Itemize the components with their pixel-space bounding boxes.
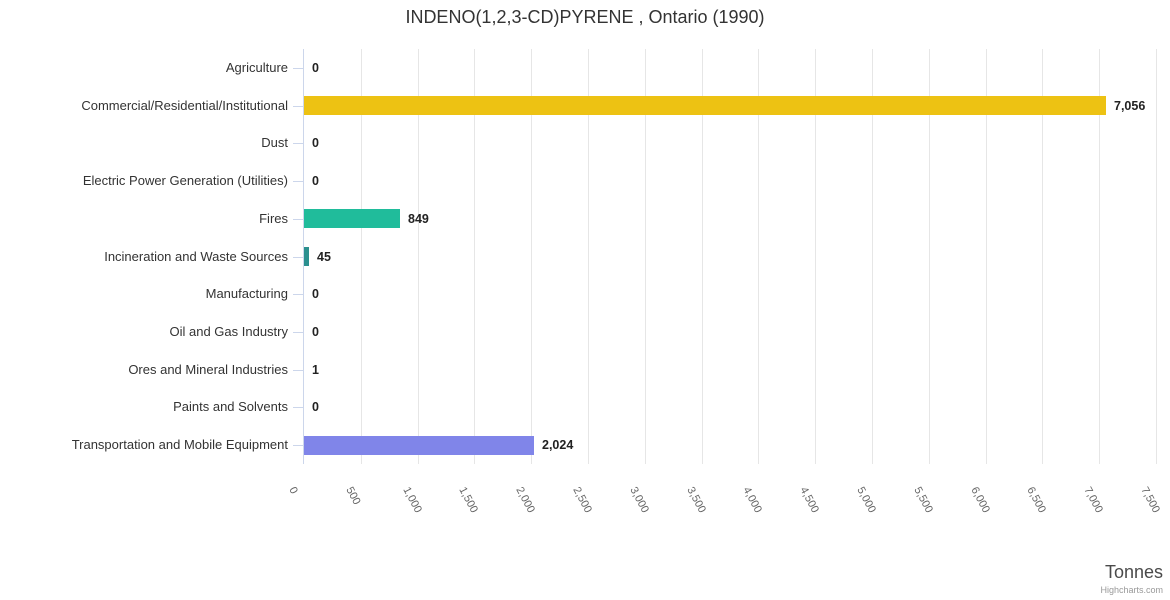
x-axis-tick-label: 3,000 <box>627 485 651 515</box>
x-axis-tick-label: 3,500 <box>684 485 708 515</box>
category-tick-mark <box>293 332 303 333</box>
category-label: Incineration and Waste Sources <box>104 249 288 264</box>
category-label: Oil and Gas Industry <box>169 324 289 339</box>
category-label: Ores and Mineral Industries <box>128 362 288 377</box>
gridline <box>474 49 475 464</box>
value-label: 2,024 <box>542 438 574 452</box>
gridline <box>361 49 362 464</box>
value-label: 7,056 <box>1114 99 1146 113</box>
value-label: 45 <box>317 250 331 264</box>
category-tick-mark <box>293 219 303 220</box>
gridline <box>645 49 646 464</box>
gridline <box>418 49 419 464</box>
x-axis-tick-label: 5,000 <box>854 485 878 515</box>
category-label: Paints and Solvents <box>173 399 288 414</box>
x-axis-tick-label: 7,000 <box>1081 485 1105 515</box>
category-tick-mark <box>293 257 303 258</box>
x-axis-tick-label: 4,500 <box>797 485 821 515</box>
x-axis-tick-label: 7,500 <box>1138 485 1162 515</box>
category-label: Commercial/Residential/Institutional <box>81 98 288 113</box>
value-label: 1 <box>312 363 319 377</box>
category-tick-mark <box>293 143 303 144</box>
x-axis-tick-label: 2,500 <box>570 485 594 515</box>
value-label: 0 <box>312 174 319 188</box>
x-axis-tick-label: 5,500 <box>911 485 935 515</box>
category-tick-mark <box>293 407 303 408</box>
bar-fires[interactable] <box>304 209 400 228</box>
gridline <box>986 49 987 464</box>
category-label: Agriculture <box>225 60 288 75</box>
x-axis-tick-label: 1,500 <box>456 485 480 515</box>
value-label: 0 <box>312 325 319 339</box>
value-label: 0 <box>312 136 319 150</box>
category-label: Dust <box>261 135 288 150</box>
category-label: Electric Power Generation (Utilities) <box>82 173 288 188</box>
category-label: Manufacturing <box>205 286 288 301</box>
category-tick-mark <box>293 445 303 446</box>
gridline <box>1042 49 1043 464</box>
category-tick-mark <box>293 68 303 69</box>
category-tick-mark <box>293 294 303 295</box>
x-axis-tick-label: 500 <box>343 485 363 507</box>
bar-commercial-residential-institutional[interactable] <box>304 96 1106 115</box>
bar-incineration-and-waste-sources[interactable] <box>304 247 309 266</box>
gridline <box>531 49 532 464</box>
plot-area <box>303 49 1157 464</box>
x-axis-tick-label: 1,000 <box>400 485 424 515</box>
value-label: 0 <box>312 400 319 414</box>
x-axis-tick-label: 6,500 <box>1024 485 1048 515</box>
gridline <box>702 49 703 464</box>
category-tick-mark <box>293 106 303 107</box>
gridline <box>1156 49 1157 464</box>
category-tick-mark <box>293 370 303 371</box>
value-label: 0 <box>312 61 319 75</box>
x-axis-tick-label: 0 <box>286 485 300 497</box>
category-label: Fires <box>259 211 288 226</box>
gridline <box>929 49 930 464</box>
x-axis-tick-label: 6,000 <box>968 485 992 515</box>
gridline <box>872 49 873 464</box>
category-tick-mark <box>293 181 303 182</box>
x-axis-tick-label: 2,000 <box>513 485 537 515</box>
gridline <box>758 49 759 464</box>
gridline <box>815 49 816 464</box>
value-label: 0 <box>312 287 319 301</box>
value-label: 849 <box>408 212 429 226</box>
x-axis-tick-label: 4,000 <box>740 485 764 515</box>
gridline <box>588 49 589 464</box>
chart-title: INDENO(1,2,3-CD)PYRENE , Ontario (1990) <box>405 7 765 27</box>
bar-transportation-and-mobile-equipment[interactable] <box>304 436 534 455</box>
highcharts-credits-link[interactable]: Highcharts.com <box>1100 585 1163 595</box>
x-axis-title: Tonnes <box>1104 562 1163 582</box>
category-label: Transportation and Mobile Equipment <box>71 437 288 452</box>
gridline <box>1099 49 1100 464</box>
